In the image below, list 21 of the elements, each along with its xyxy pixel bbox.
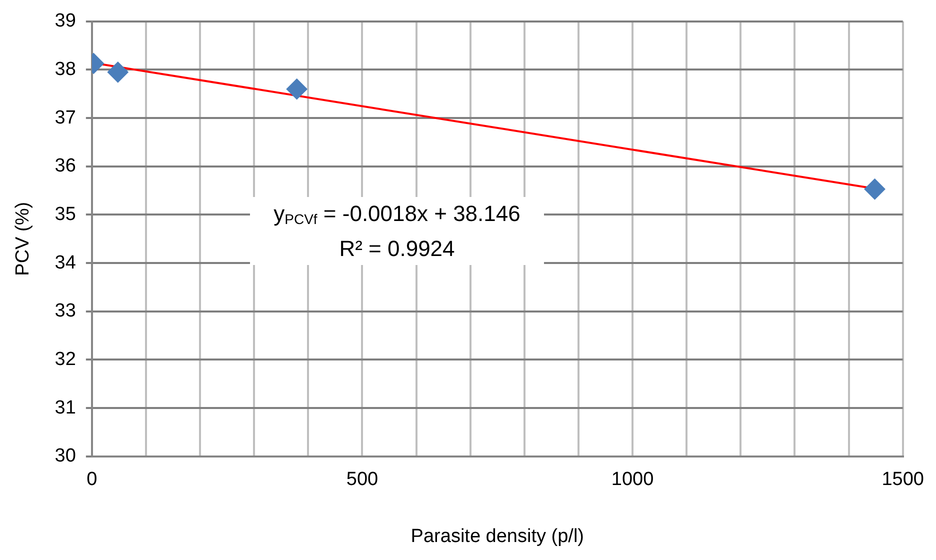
annotation: R² = 0.9924 bbox=[339, 236, 455, 261]
x-axis-title: Parasite density (p/l) bbox=[410, 526, 584, 547]
y-tick-label: 33 bbox=[54, 300, 76, 322]
y-tick-label: 37 bbox=[54, 107, 76, 128]
y-tick-label: 35 bbox=[54, 204, 76, 225]
y-tick-label: 39 bbox=[54, 10, 76, 32]
y-tick-label: 32 bbox=[54, 348, 76, 370]
x-tick-label: 0 bbox=[86, 469, 98, 490]
x-tick-label: 500 bbox=[346, 469, 378, 490]
point bbox=[864, 178, 886, 200]
annotation: y$_{PCVf}$ = -0.0018x + 38.146 bbox=[274, 201, 520, 227]
x-tick-label: 1000 bbox=[611, 469, 654, 490]
y-tick-label: 36 bbox=[54, 156, 76, 177]
point bbox=[286, 78, 308, 100]
y-tick-label: 38 bbox=[54, 58, 76, 80]
y-tick-label: 34 bbox=[54, 252, 76, 274]
y-axis-title: PCV (%) bbox=[12, 202, 34, 276]
y-tick-label: 31 bbox=[54, 397, 76, 418]
point bbox=[107, 62, 128, 83]
y-tick-label: 30 bbox=[54, 446, 76, 467]
x-tick-label: 1500 bbox=[882, 469, 924, 490]
